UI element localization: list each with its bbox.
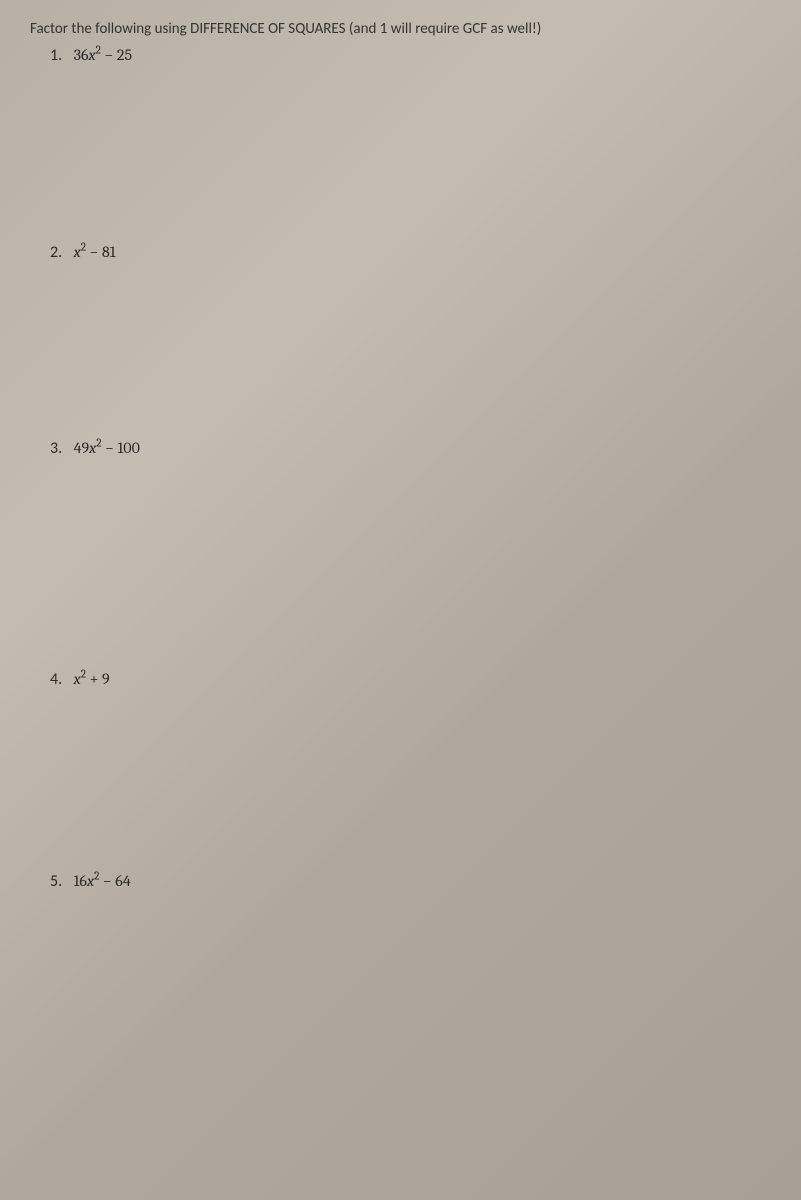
problem-expression: x2 + 9 [74,670,110,688]
problem-5: 5. 16x2 − 64 [25,869,776,890]
problem-number: 5. [50,872,70,891]
problem-number: 3. [50,439,70,458]
problem-number: 2. [50,243,70,262]
problem-expression: x2 − 81 [74,243,116,261]
problem-number: 1. [50,46,70,65]
worksheet-instructions: Factor the following using DIFFERENCE OF… [25,20,776,38]
problem-expression: 16x2 − 64 [74,872,131,890]
problem-expression: 36x2 − 25 [74,46,132,64]
problem-2: 2. x2 − 81 [25,240,776,261]
problem-number: 4. [50,670,70,689]
problem-3: 3. 49x2 − 100 [25,437,776,458]
problem-4: 4. x2 + 9 [25,668,776,689]
problem-1: 1. 36x2 − 25 [25,44,776,65]
problem-expression: 49x2 − 100 [74,439,140,457]
